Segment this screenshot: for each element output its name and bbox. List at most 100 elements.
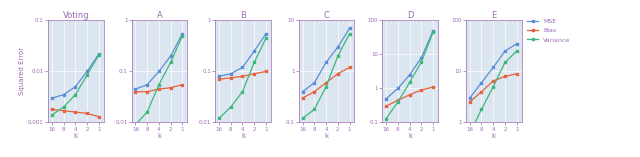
Variance [394,101,402,103]
Variance [227,106,234,108]
Line: Variance: Variance [385,31,435,120]
Variance [167,62,175,63]
Bias [215,78,223,80]
MSE [262,33,270,35]
Variance [262,37,270,39]
MSE [167,55,175,57]
Bias [48,108,56,110]
Line: MSE: MSE [218,32,268,78]
MSE [48,97,56,99]
MSE [406,74,413,76]
Line: Bias: Bias [218,70,268,81]
Bias [513,73,520,75]
X-axis label: k: k [324,133,329,139]
Variance [490,86,497,88]
Variance [382,118,390,119]
MSE [477,82,485,84]
MSE [513,43,520,45]
Variance [48,114,56,116]
Line: Bias: Bias [468,72,518,104]
MSE [72,86,79,88]
Bias [239,75,246,77]
Variance [513,50,520,52]
Legend: MSE, Bias, Variance: MSE, Bias, Variance [527,18,570,43]
Bias [334,73,342,75]
Line: MSE: MSE [385,29,435,100]
MSE [299,91,307,93]
Title: D: D [407,11,413,20]
Bias [477,91,485,93]
Title: E: E [491,11,497,20]
Bias [179,84,186,86]
Bias [406,94,413,96]
Line: Variance: Variance [134,34,184,126]
MSE [322,62,330,63]
Line: MSE: MSE [301,27,351,93]
MSE [95,53,102,55]
Variance [310,108,318,110]
Variance [322,86,330,88]
Variance [132,124,140,126]
Bias [132,91,140,93]
Bias [322,82,330,84]
MSE [250,50,258,52]
MSE [60,94,67,96]
Bias [262,70,270,72]
MSE [429,30,437,32]
Variance [299,117,307,119]
Bias [490,80,497,82]
Variance [250,62,258,63]
Variance [215,117,223,119]
Bias [83,113,91,114]
Bias [429,86,437,88]
Variance [95,54,102,56]
MSE [417,57,425,59]
Variance [477,108,485,110]
Bias [310,91,318,93]
Bias [299,97,307,99]
Bias [417,89,425,91]
Title: A: A [157,11,163,20]
Line: Bias: Bias [301,66,351,100]
Variance [60,106,67,108]
Bias [60,110,67,112]
Line: Variance: Variance [301,32,351,120]
Variance [406,81,413,83]
Line: Bias: Bias [134,83,184,93]
Line: MSE: MSE [134,32,184,91]
Variance [72,94,79,96]
Line: Variance: Variance [51,54,100,116]
Variance [83,74,91,76]
Variance [346,33,353,35]
Line: MSE: MSE [51,53,100,100]
Variance [501,62,509,63]
Bias [250,73,258,75]
X-axis label: k: k [408,133,412,139]
Variance [466,133,474,135]
X-axis label: k: k [241,133,245,139]
X-axis label: k: k [74,133,78,139]
MSE [490,66,497,68]
Title: Voting: Voting [63,11,89,20]
MSE [83,70,91,72]
Title: B: B [240,11,246,20]
Y-axis label: Squared Error: Squared Error [19,47,26,95]
MSE [466,97,474,99]
Bias [346,66,353,68]
MSE [501,50,509,52]
MSE [382,98,390,100]
Line: Variance: Variance [218,37,268,120]
MSE [239,66,246,68]
Title: C: C [324,11,330,20]
Variance [429,31,437,33]
X-axis label: k: k [157,133,161,139]
Bias [167,87,175,89]
MSE [215,75,223,77]
MSE [227,73,234,75]
MSE [394,87,402,89]
Bias [394,99,402,101]
Line: Variance: Variance [468,50,518,135]
Line: Bias: Bias [51,108,100,118]
Variance [179,35,186,37]
Bias [382,105,390,107]
